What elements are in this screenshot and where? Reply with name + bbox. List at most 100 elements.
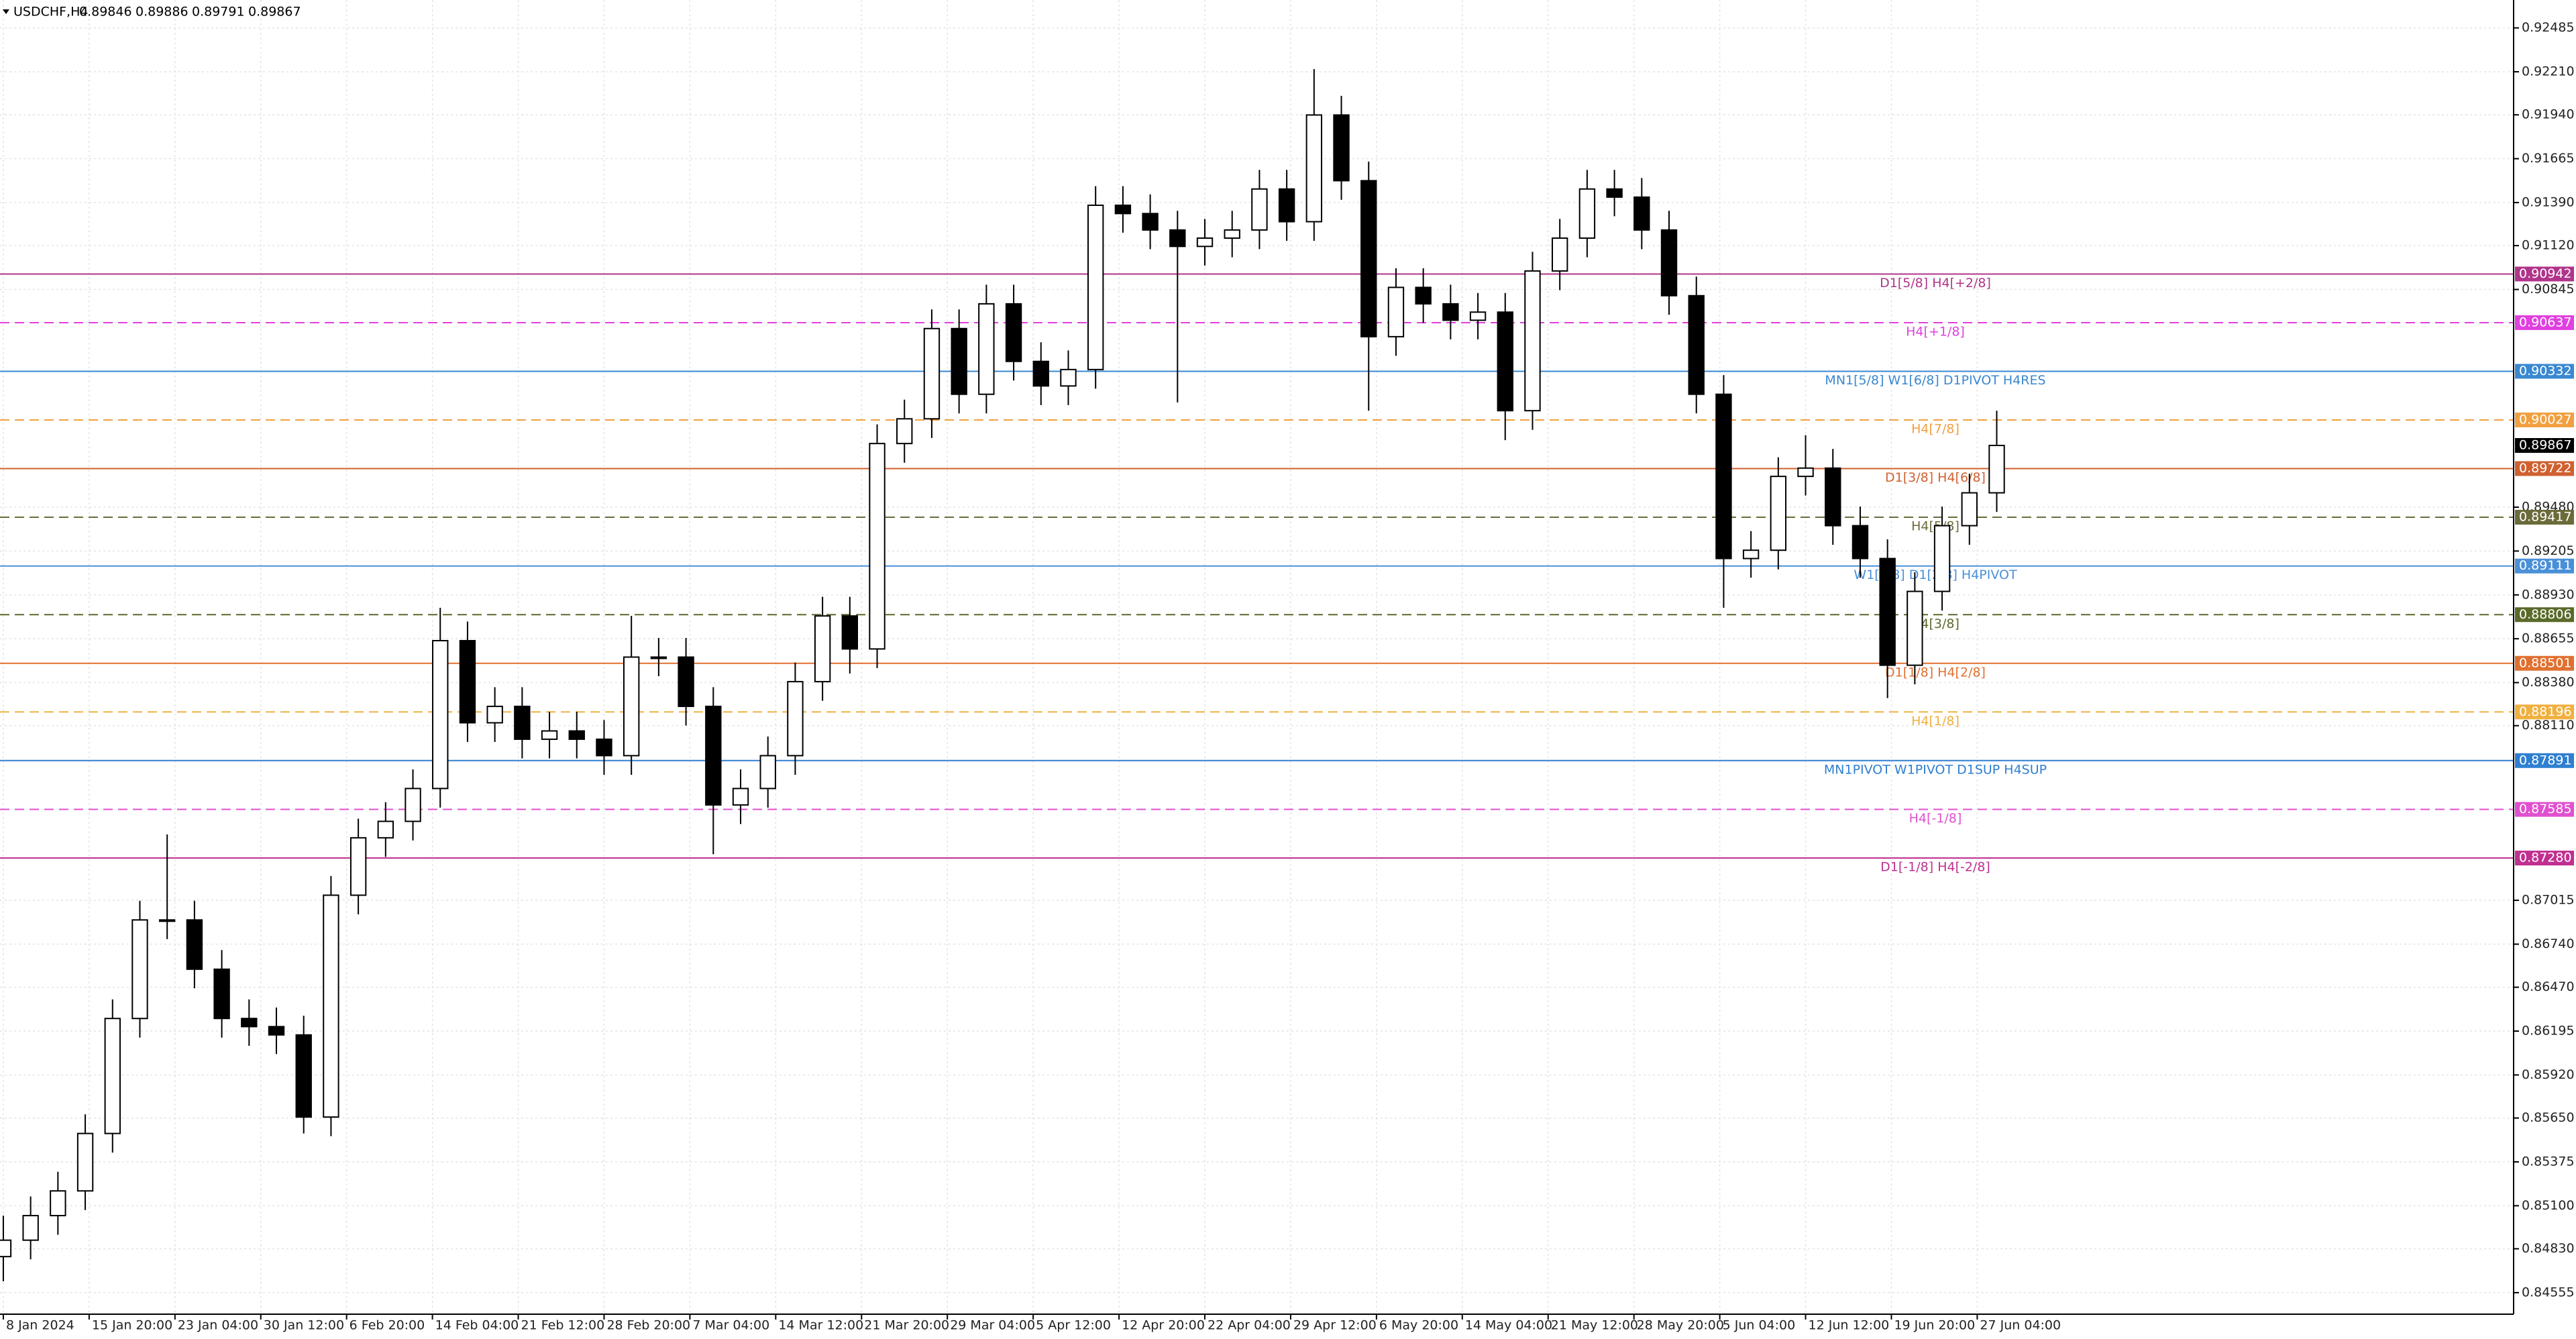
candle-body (1442, 303, 1459, 321)
x-tick-label: 29 Mar 04:00 (950, 1318, 1035, 1333)
y-tick-label: 0.91940 (2522, 107, 2575, 122)
candle-body (76, 1132, 94, 1192)
candle-body (1060, 368, 1077, 387)
y-tick-label: 0.88380 (2522, 675, 2575, 690)
candle-body (1660, 229, 1678, 297)
candle-body (1633, 196, 1650, 231)
candle-body (158, 919, 176, 922)
header-value: 0.89867 (248, 5, 301, 19)
x-tick-label: 23 Jan 04:00 (178, 1318, 258, 1333)
level-label: H4[1/8] (1911, 714, 1960, 729)
x-tick-label: 29 Apr 12:00 (1293, 1318, 1377, 1333)
candle-body (1851, 525, 1869, 559)
candle-body (432, 640, 449, 790)
level-price-box (2515, 704, 2574, 720)
level-price-label: 0.87891 (2519, 753, 2572, 767)
level-price-box (2515, 753, 2574, 768)
y-tick-label: 0.85375 (2522, 1154, 2575, 1169)
level-label: H4[7/8] (1911, 421, 1960, 436)
x-tick-label: 5 Apr 12:00 (1036, 1318, 1111, 1333)
level-price-label: 0.90942 (2519, 266, 2572, 281)
candle-body (869, 443, 885, 650)
candle-body (213, 968, 230, 1020)
candle-body (268, 1026, 285, 1036)
last-price-label: 0.89867 (2519, 438, 2572, 453)
x-tick-label: 27 Jun 04:00 (1980, 1318, 2061, 1333)
candle-body (0, 1239, 12, 1258)
candle-body (22, 1215, 39, 1241)
candle-body (1333, 114, 1350, 182)
candle-body (1524, 270, 1541, 412)
level-label: D1[-1/8] H4[-2/8] (1880, 860, 1990, 875)
level-price-box (2515, 412, 2574, 427)
level-price-label: 0.88501 (2519, 655, 2572, 670)
level-price-label: 0.88806 (2519, 607, 2572, 622)
candle-body (1797, 467, 1814, 478)
candle-body (1415, 286, 1432, 305)
x-tick-label: 6 Feb 20:00 (350, 1318, 425, 1333)
candle-body (1961, 492, 1978, 527)
menu-arrow[interactable] (3, 9, 9, 14)
candle-body (1169, 229, 1186, 248)
level-price-box (2515, 607, 2574, 623)
header-value: 0.89886 (136, 5, 189, 19)
candle-body (650, 656, 667, 659)
candle-body (978, 303, 995, 395)
x-tick-label: 8 Jan 2024 (6, 1318, 74, 1333)
level-price-label: 0.90637 (2519, 315, 2572, 329)
y-tick-label: 0.87015 (2522, 893, 2575, 908)
candle-body (1114, 204, 1132, 215)
level-price-label: 0.89111 (2519, 558, 2572, 573)
candle-body (568, 730, 585, 740)
level-price-box (2515, 461, 2574, 476)
header-value: 0.89846 (79, 5, 132, 19)
candle-body (841, 615, 859, 650)
candle-body (131, 919, 148, 1020)
candle-body (350, 837, 367, 896)
last-price-box (2515, 438, 2574, 453)
levels-layer: D1[5/8] H4[+2/8] H4[+1/8] MN1[5/8] W1[6/8]… (0, 273, 2514, 875)
level-label: D1[5/8] H4[+2/8] (1880, 276, 1991, 290)
level-price-label: 0.90027 (2519, 412, 2572, 427)
candle-body (1305, 114, 1323, 223)
x-tick-label: 15 Jan 20:00 (92, 1318, 172, 1333)
level-label: H4[-1/8] (1909, 811, 1962, 826)
candle-body (923, 327, 941, 420)
candle-body (541, 730, 558, 740)
x-tick-label: 28 Feb 20:00 (606, 1318, 690, 1333)
candle-body (1142, 213, 1159, 231)
level-label: D1[3/8] H4[6/8] (1885, 470, 1986, 485)
candle-body (377, 820, 394, 839)
level-price-label: 0.87585 (2519, 802, 2572, 816)
y-tick-label: 0.86740 (2522, 936, 2575, 951)
y-tick-label: 0.85100 (2522, 1198, 2575, 1213)
candles-layer (0, 68, 2005, 1282)
candle-body (1578, 188, 1596, 239)
x-tick-label: 14 Feb 04:00 (435, 1318, 519, 1333)
candle-body (1469, 311, 1487, 321)
x-tick-label: 7 Mar 04:00 (692, 1318, 769, 1333)
candle-body (1907, 590, 1923, 666)
level-price-box (2515, 558, 2574, 574)
y-tick-label: 0.86195 (2522, 1024, 2575, 1038)
candle-body (1933, 525, 1951, 592)
candle-body (1715, 393, 1732, 559)
level-price-label: 0.90332 (2519, 364, 2572, 378)
candle-body (732, 788, 749, 806)
candle-body (486, 705, 503, 724)
candle-body (50, 1190, 66, 1217)
candle-body (405, 788, 421, 822)
level-price-label: 0.89417 (2519, 509, 2572, 524)
y-tick-label: 0.88930 (2522, 587, 2575, 602)
x-tick-label: 28 May 20:00 (1637, 1318, 1724, 1333)
x-tick-label: 6 May 20:00 (1379, 1318, 1458, 1333)
y-tick-label: 0.91120 (2522, 238, 2575, 253)
candle-body (1224, 229, 1240, 239)
level-price-label: 0.87280 (2519, 851, 2572, 865)
candle-body (1387, 286, 1405, 337)
grid-layer (0, 0, 2514, 1314)
level-price-box (2515, 802, 2574, 817)
level-label: MN1[5/8] W1[6/8] D1PIVOT H4RES (1825, 373, 2045, 388)
